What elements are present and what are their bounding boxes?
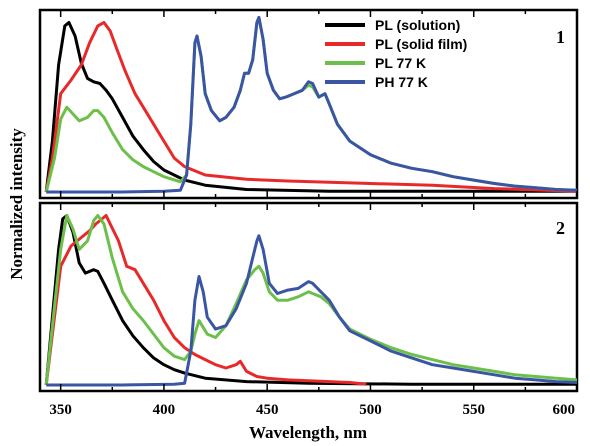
x-tick-label: 600 xyxy=(553,402,576,418)
series-line-pl-solid-film xyxy=(44,214,367,386)
series-line-ph-77-k xyxy=(46,234,578,387)
panel-1: 1 xyxy=(38,8,579,200)
x-tick-label: 400 xyxy=(153,402,176,418)
panel-2-ticks xyxy=(59,203,578,391)
y-axis-title: Normalized intensity xyxy=(7,128,26,280)
legend-label: PH 77 K xyxy=(375,74,428,90)
series-line-pl-solid-film xyxy=(44,21,578,193)
legend: PL (solution) PL (solid film) PL 77 K PH 77… xyxy=(325,17,467,90)
panel-2: 2 xyxy=(38,201,579,393)
series-line-pl-solution xyxy=(44,214,577,386)
series-line-ph-77-k xyxy=(46,15,578,194)
panel-2-label: 2 xyxy=(556,218,565,238)
x-tick-label: 450 xyxy=(256,402,279,418)
legend-label: PL (solution) xyxy=(375,17,460,33)
panel-2-frame xyxy=(38,201,579,393)
series-line-pl-77-k xyxy=(44,15,578,193)
x-tick-label: 500 xyxy=(359,402,382,418)
series-line-pl-solution xyxy=(44,21,577,193)
x-axis-title: Wavelength, nm xyxy=(249,423,367,442)
panel-1-frame xyxy=(38,8,579,200)
x-tick-label: 350 xyxy=(49,402,72,418)
legend-label: PL (solid film) xyxy=(375,36,467,52)
x-tick-label: 550 xyxy=(462,402,485,418)
panel-1-series xyxy=(44,15,578,194)
x-tick-labels: 350 400 450 500 550 600 xyxy=(49,402,575,418)
panel-2-series xyxy=(44,214,578,387)
series-line-pl-77-k xyxy=(44,214,578,386)
panel-1-label: 1 xyxy=(556,27,565,47)
legend-label: PL 77 K xyxy=(375,55,426,71)
panel-1-ticks xyxy=(59,10,578,198)
